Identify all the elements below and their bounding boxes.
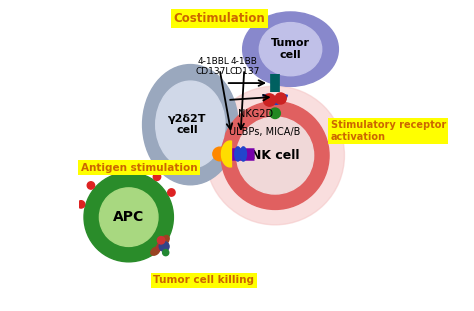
Circle shape	[213, 147, 227, 161]
Ellipse shape	[235, 147, 241, 161]
Ellipse shape	[151, 247, 160, 255]
Circle shape	[270, 108, 280, 118]
Ellipse shape	[259, 23, 322, 76]
Circle shape	[275, 93, 286, 104]
Circle shape	[221, 102, 329, 209]
Circle shape	[100, 188, 158, 246]
Text: γ2δ2T
cell: γ2δ2T cell	[168, 114, 207, 136]
Circle shape	[163, 249, 169, 256]
Text: ULBPs, MICA/B: ULBPs, MICA/B	[229, 128, 300, 137]
Text: Antigen stimulation: Antigen stimulation	[81, 163, 198, 173]
Ellipse shape	[156, 242, 165, 250]
Circle shape	[206, 86, 345, 225]
Circle shape	[87, 182, 95, 189]
Circle shape	[157, 237, 165, 244]
Text: APC: APC	[113, 210, 144, 224]
Text: Costimulation: Costimulation	[174, 12, 265, 25]
Text: Stimulatory receptor
activation: Stimulatory receptor activation	[330, 120, 446, 142]
Text: NK cell: NK cell	[251, 149, 300, 162]
Circle shape	[108, 167, 116, 174]
Ellipse shape	[243, 12, 338, 86]
Ellipse shape	[162, 235, 169, 244]
Text: Tumor cell killing: Tumor cell killing	[154, 275, 255, 285]
Circle shape	[159, 242, 169, 251]
Text: 4-1BB
CD137: 4-1BB CD137	[229, 57, 259, 76]
Circle shape	[153, 173, 161, 180]
Text: 4-1BBL
CD137L: 4-1BBL CD137L	[196, 57, 231, 76]
Circle shape	[168, 189, 175, 196]
Circle shape	[264, 94, 276, 106]
Circle shape	[134, 165, 141, 172]
Ellipse shape	[240, 147, 246, 161]
Polygon shape	[221, 141, 231, 167]
Circle shape	[84, 173, 173, 262]
Text: Tumor
cell: Tumor cell	[271, 38, 310, 60]
Ellipse shape	[155, 81, 225, 168]
Circle shape	[77, 201, 85, 208]
Circle shape	[237, 117, 314, 194]
Ellipse shape	[143, 65, 238, 185]
Text: NKG2D: NKG2D	[238, 109, 273, 119]
